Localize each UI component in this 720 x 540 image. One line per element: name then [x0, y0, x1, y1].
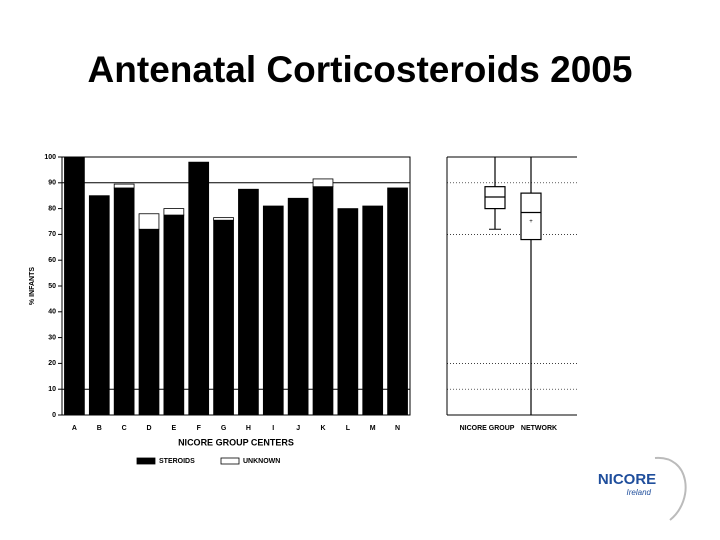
bar-segment — [262, 205, 284, 416]
legend-label: UNKNOWN — [243, 458, 280, 465]
y-tick-label: 40 — [48, 309, 56, 316]
y-tick-label: 0 — [52, 412, 56, 419]
slide-title: Antenatal Corticosteroids 2005 — [88, 49, 633, 90]
legend-label: STEROIDS — [159, 458, 195, 465]
x-tick-label: I — [272, 425, 274, 432]
x-tick-label: M — [370, 425, 376, 432]
bar-segment — [213, 217, 234, 221]
x-tick-label: J — [296, 425, 300, 432]
x-tick-label: A — [72, 425, 77, 432]
y-tick-label: 100 — [44, 154, 56, 161]
logo-subtext: Ireland — [627, 488, 652, 497]
y-tick-label: 30 — [48, 334, 56, 341]
y-axis-label: % INFANTS — [29, 267, 36, 305]
bar-segment — [287, 197, 309, 416]
box — [520, 192, 542, 241]
logo: NICORE Ireland — [598, 456, 687, 521]
x-tick-label: L — [346, 425, 351, 432]
x-tick-label: F — [197, 425, 202, 432]
x-tick-label: H — [246, 425, 251, 432]
bar-segment — [362, 205, 384, 416]
x-tick-label: G — [221, 425, 227, 432]
y-tick-label: 50 — [48, 283, 56, 290]
bar-segment — [163, 208, 185, 216]
bar-segment — [113, 183, 135, 189]
bar-segment — [337, 208, 359, 416]
x-tick-label: D — [146, 425, 151, 432]
bar-segment — [387, 187, 408, 416]
logo-text: NICORE — [598, 471, 656, 488]
legend-swatch — [220, 457, 240, 465]
x-tick-label: NICORE GROUP — [460, 425, 515, 432]
x-tick-label: E — [172, 425, 177, 432]
y-tick-label: 80 — [48, 205, 56, 212]
x-tick-label: C — [122, 425, 127, 432]
bar-segment — [312, 186, 334, 416]
bar-segment — [213, 219, 234, 416]
logo-arc — [654, 456, 687, 521]
box — [484, 186, 506, 210]
y-tick-label: 20 — [48, 360, 56, 367]
bar-segment — [113, 187, 135, 416]
x-tick-label: NETWORK — [521, 425, 557, 432]
x-tick-label: N — [395, 425, 400, 432]
y-tick-label: 70 — [48, 231, 56, 238]
bar-segment — [88, 195, 110, 416]
legend-swatch — [136, 457, 156, 465]
x-tick-label: B — [97, 425, 102, 432]
bar-segment — [238, 188, 259, 416]
bar-segment — [138, 228, 160, 416]
x-axis-label: NICORE GROUP CENTERS — [178, 437, 294, 447]
bar-segment — [138, 213, 160, 230]
x-tick-label: K — [320, 425, 325, 432]
mean-marker: + — [529, 219, 533, 225]
bar-segment — [312, 178, 334, 188]
y-tick-label: 60 — [48, 257, 56, 264]
y-tick-label: 10 — [48, 386, 56, 393]
bar-segment — [64, 156, 85, 416]
bar-segment — [163, 214, 185, 416]
bar-segment — [188, 161, 210, 416]
y-tick-label: 90 — [48, 180, 56, 187]
